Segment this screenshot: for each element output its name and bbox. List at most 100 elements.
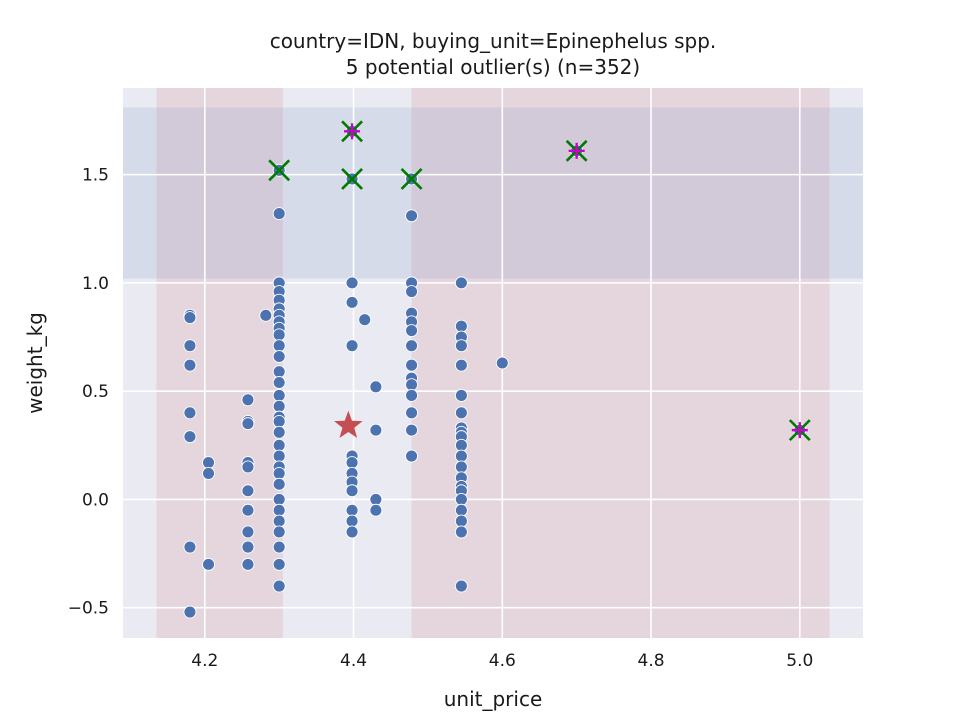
data-point [272,339,286,353]
data-point [241,540,255,554]
y-tick-label: 0.0 [82,490,109,510]
data-point [405,423,419,437]
data-point [405,324,419,337]
data-point [272,477,286,491]
data-point [369,492,383,506]
data-point [241,484,255,498]
outlier-x-marker [341,168,363,190]
x-tick-label: 4.2 [191,651,218,671]
y-tick-label: 1.5 [82,166,109,186]
data-point [272,376,286,389]
data-point [272,425,286,439]
data-point [345,276,359,290]
data-point [345,295,359,309]
data-point [241,460,255,474]
data-point [405,358,419,372]
data-point [272,415,286,428]
data-point [272,525,286,539]
data-point [405,339,419,353]
x-band-0 [156,88,283,638]
chart-title: country=IDN, buying_unit=Epinephelus spp… [270,29,717,53]
y-tick-label: 1.0 [82,274,109,294]
data-point [454,406,468,420]
x-band-1 [411,88,830,638]
data-point [454,319,468,333]
outlier-x-stroke [400,168,423,190]
data-point [183,540,197,554]
y-tick-label: 0.5 [82,382,109,402]
x-axis-label: unit_price [444,687,543,711]
data-point [272,328,286,342]
data-point [202,557,215,571]
data-point [454,503,468,517]
data-point [454,514,468,528]
data-point [272,350,286,363]
data-point [272,365,286,379]
data-point [272,540,286,554]
data-point [202,456,215,470]
data-point [405,406,419,420]
data-point [345,514,359,528]
chart-subtitle: 5 potential outlier(s) (n=352) [346,55,640,79]
data-point [454,358,468,372]
data-point [454,276,468,290]
data-point [405,389,419,402]
data-point [183,339,197,353]
median-star-marker [334,410,363,438]
data-point [345,503,359,517]
data-point [345,525,359,539]
y-axis-label: weight_kg [23,312,47,414]
data-point [272,389,286,402]
data-point [241,417,255,431]
x-tick-label: 5.0 [786,651,813,671]
y-axis-ticks: −0.5 0.0 0.5 1.0 1.5 [68,166,109,619]
data-point [202,466,215,480]
outlier-x-stroke [268,159,291,182]
data-point [345,339,359,353]
data-point [454,449,468,463]
data-point [183,311,197,324]
outlier-markers [268,120,811,442]
data-point [272,579,286,593]
data-point [272,399,286,413]
data-point [183,406,197,420]
data-point [241,525,255,539]
outlier-x-marker [268,159,291,182]
data-point [241,503,255,517]
data-point [241,557,255,571]
x-tick-label: 4.4 [340,651,367,671]
data-point [405,378,419,392]
data-point [454,525,468,539]
data-points [183,124,807,619]
highlight-bands [123,88,863,638]
y-band [123,107,863,279]
data-point [272,557,286,571]
data-point [405,285,419,298]
data-point [272,492,286,506]
data-point [272,514,286,528]
outlier-plus-marker [344,123,361,140]
data-point [454,492,468,506]
data-point [495,356,509,370]
data-point [272,207,286,221]
data-point [358,313,372,327]
data-point [183,605,197,619]
data-point [345,456,359,470]
data-point [369,503,383,517]
x-tick-label: 4.6 [489,651,516,671]
data-point [454,460,468,474]
outlier-x-stroke [341,168,363,190]
data-point [454,438,468,452]
data-point [259,308,273,322]
data-point [272,466,286,480]
data-point [405,449,419,463]
outlier-x-marker [400,168,423,190]
data-point [272,438,286,452]
data-point [369,423,383,437]
x-axis-ticks: 4.2 4.4 4.6 4.8 5.0 [191,651,813,671]
data-point [241,393,255,407]
data-point [369,380,383,394]
data-point [454,579,468,593]
data-point [345,484,359,498]
